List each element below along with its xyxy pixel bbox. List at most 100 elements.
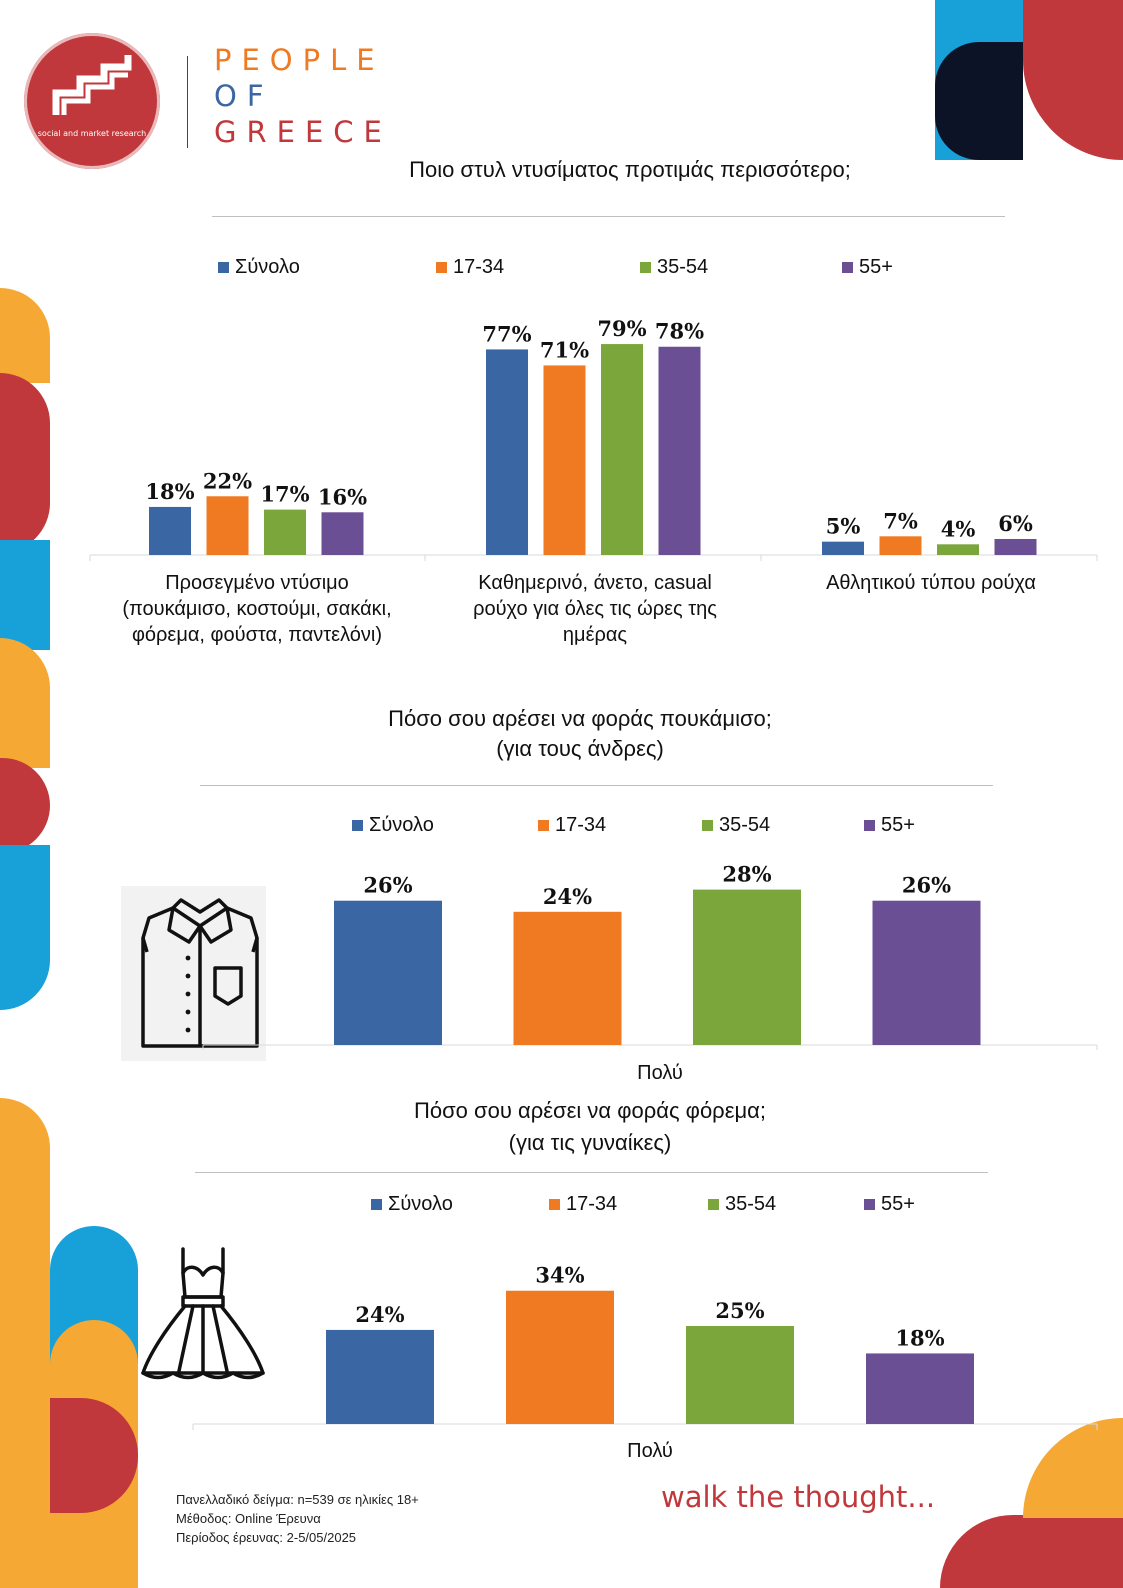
brand-wordmark: PEOPLE OF GREECE [214, 42, 392, 150]
data-label: 25% [715, 1298, 764, 1323]
survey-footnote: Πανελλαδικό δείγμα: n=539 σε ηλικίες 18+… [176, 1490, 419, 1547]
legend-swatch [436, 262, 447, 273]
legend-item: 55+ [864, 1193, 915, 1216]
chart-3-subtitle: (για τις γυναίκες) [508, 1130, 672, 1155]
legend-swatch [352, 820, 363, 831]
category-line: φόρεμα, φούστα, παντελόνι) [131, 624, 383, 646]
chart-3-legend: Σύνολο 17-34 35-54 55+ [371, 1193, 915, 1216]
logo: social and market research [24, 33, 160, 169]
legend-item: Σύνολο [218, 256, 436, 279]
bar [601, 344, 643, 555]
footnote-line: Μέθοδος: Online Έρευνα [176, 1511, 321, 1526]
legend-swatch [640, 262, 651, 273]
data-label: 18% [895, 1325, 944, 1350]
legend-label: 35-54 [725, 1193, 777, 1215]
chart-2-subtitle: (για τους άνδρες) [496, 736, 664, 761]
decor-shape [0, 845, 50, 1010]
chart-2-title-rule [200, 785, 993, 786]
data-label: 17% [260, 482, 309, 507]
data-label: 34% [535, 1263, 584, 1288]
bar [658, 346, 701, 555]
chart-2-title: Πόσο σου αρέσει να φοράς πουκάμισο; [388, 706, 772, 731]
data-label: 24% [543, 884, 592, 909]
chart-1-category-label: Αθλητικού τύπου ρούχα [766, 570, 1096, 596]
bar [879, 536, 922, 555]
legend-label: 35-54 [657, 256, 709, 278]
legend-item: 17-34 [436, 256, 640, 279]
legend-label: 55+ [881, 814, 915, 836]
chart-1-title: Ποιο στυλ ντυσίματος προτιμάς περισσότερ… [409, 157, 851, 182]
decor-shape [0, 373, 50, 553]
data-label: 26% [902, 873, 951, 898]
legend-item: 17-34 [538, 814, 702, 837]
chart-1-plot: 18% 22% 17% 16% 77% 71% 79% 78% 5% 7% 4% 6% [89, 316, 1098, 561]
category-line: Αθλητικού τύπου ρούχα [826, 572, 1036, 594]
bar [321, 512, 364, 555]
data-label: 24% [355, 1302, 404, 1327]
divider [187, 56, 188, 148]
data-label: 77% [482, 321, 531, 346]
legend-label: 35-54 [719, 814, 771, 836]
bar [506, 1290, 614, 1424]
bar [149, 506, 191, 555]
category-line: ημέρας [562, 624, 628, 646]
brand-line-3: GREECE [214, 115, 392, 149]
bar [693, 889, 801, 1045]
legend-label: 55+ [881, 1193, 915, 1215]
bar [543, 365, 586, 555]
category-line: ρούχο για όλες τις ώρες της [473, 598, 717, 620]
legend-swatch [538, 820, 549, 831]
decor-shape [0, 638, 50, 768]
bar [686, 1326, 794, 1424]
legend-swatch [218, 262, 229, 273]
chart-3-title-rule [195, 1172, 988, 1173]
bar [334, 900, 442, 1045]
data-label: 7% [883, 508, 918, 533]
legend-item: 55+ [842, 256, 893, 279]
legend-item: 35-54 [640, 256, 842, 279]
data-label: 28% [722, 862, 771, 887]
logo-mark-icon [52, 55, 132, 115]
bar [206, 496, 249, 555]
chart-2-legend: Σύνολο 17-34 35-54 55+ [352, 814, 915, 837]
legend-swatch [549, 1199, 560, 1210]
chart-1-legend: Σύνολο 17-34 35-54 55+ [218, 256, 893, 279]
decor-shape [1023, 1518, 1123, 1588]
decor-shape [0, 1098, 50, 1588]
data-label: 6% [998, 511, 1033, 536]
legend-swatch [371, 1199, 382, 1210]
category-line: Καθημερινό, άνετο, casual [478, 572, 712, 594]
chart-3-title: Πόσο σου αρέσει να φοράς φόρεμα; [413, 1098, 767, 1123]
footnote-line: Περίοδος έρευνας: 2-5/05/2025 [176, 1530, 357, 1545]
decor-shape [50, 1398, 138, 1513]
legend-item: 35-54 [702, 814, 864, 837]
data-label: 5% [826, 514, 861, 539]
tagline: walk the thought... [661, 1480, 936, 1514]
legend-label: 17-34 [566, 1193, 618, 1215]
bar [513, 911, 622, 1045]
bar [866, 1353, 974, 1424]
chart-1-category-label: Καθημερινό, άνετο, casual ρούχο για όλες… [430, 570, 760, 648]
data-label: 18% [145, 479, 194, 504]
chart-3-category-label: Πολύ [627, 1440, 673, 1462]
legend-item: Σύνολο [352, 814, 538, 837]
dress-icon [135, 1245, 270, 1385]
brand-line-2: OF [214, 79, 274, 113]
decor-shape [940, 1515, 1030, 1588]
legend-item: 55+ [864, 814, 915, 837]
footnote-line: Πανελλαδικό δείγμα: n=539 σε ηλικίες 18+ [176, 1492, 419, 1507]
legend-label: 55+ [859, 256, 893, 278]
legend-label: Σύνολο [235, 256, 300, 278]
bar [872, 900, 981, 1045]
decor-shape [935, 42, 1023, 160]
legend-swatch [864, 820, 875, 831]
legend-label: 17-34 [453, 256, 505, 278]
chart-2-plot: 26% 24% 28% 26% [202, 862, 1098, 1050]
data-label: 79% [597, 316, 646, 341]
chart-1-category-label: Προσεγμένο ντύσιμο (πουκάμισο, κοστούμι,… [92, 570, 422, 648]
legend-swatch [864, 1199, 875, 1210]
bar [326, 1329, 434, 1424]
bar [264, 509, 306, 555]
legend-label: Σύνολο [388, 1193, 453, 1215]
legend-item: 17-34 [549, 1193, 708, 1216]
